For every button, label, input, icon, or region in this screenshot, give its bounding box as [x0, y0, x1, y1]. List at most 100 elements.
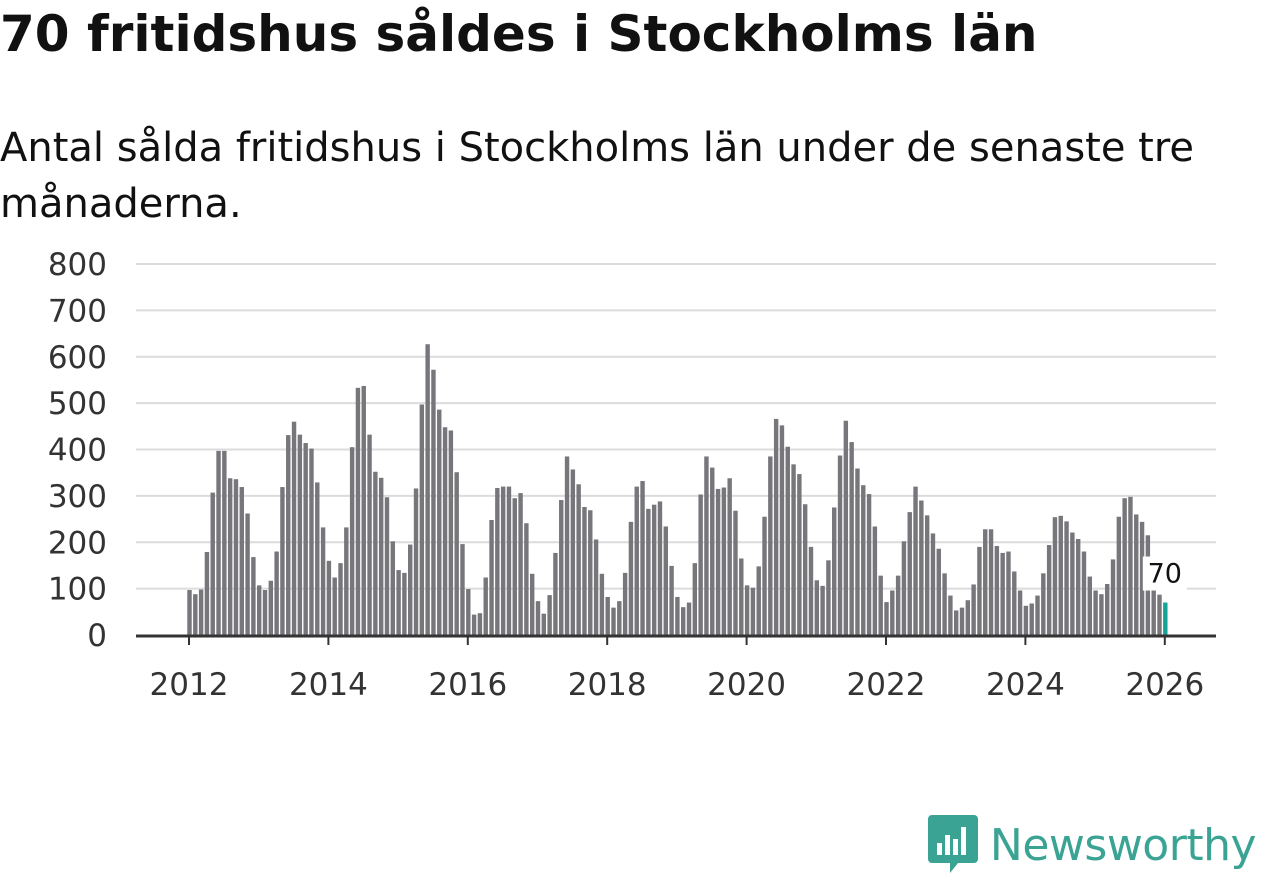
- bar: [315, 482, 320, 635]
- bar: [802, 504, 808, 635]
- bar: [1035, 595, 1040, 635]
- bar: [739, 558, 744, 635]
- bar: [518, 493, 523, 635]
- bar: [715, 488, 721, 635]
- highlight-value-label: 70: [1148, 559, 1182, 590]
- x-tick-label: 2012: [150, 667, 229, 703]
- bar: [924, 515, 930, 635]
- bar: [1134, 514, 1139, 635]
- bar: [710, 467, 715, 635]
- bar: [274, 551, 279, 635]
- bar: [535, 601, 541, 635]
- bar: [233, 479, 239, 635]
- bar: [895, 575, 901, 635]
- bar: [773, 418, 779, 635]
- bar: [1139, 521, 1145, 635]
- bar: [344, 527, 349, 635]
- bar: [489, 519, 494, 635]
- bar: [582, 507, 587, 635]
- bar: [355, 387, 361, 635]
- bar: [466, 589, 471, 635]
- bar: [1041, 573, 1046, 635]
- bar: [373, 471, 378, 635]
- bar: [256, 585, 262, 635]
- newsworthy-logo: Newsworthy: [927, 815, 1257, 875]
- bar: [1064, 521, 1069, 635]
- bar: [431, 369, 436, 635]
- x-tick-label: 2016: [428, 667, 507, 703]
- bar-highlight: [1163, 602, 1168, 635]
- bar: [785, 446, 790, 635]
- bar: [814, 580, 820, 635]
- bar: [1110, 559, 1116, 635]
- bar: [332, 577, 337, 635]
- bar: [384, 497, 390, 635]
- bars: [187, 344, 1168, 635]
- y-axis-ticks: 0 100 200 300 400 500 600 700 800: [48, 247, 107, 654]
- bar: [1006, 551, 1011, 635]
- x-tick-label: 2026: [1125, 667, 1204, 703]
- bar: [408, 544, 413, 635]
- x-tick-label: 2020: [707, 667, 786, 703]
- bar: [988, 529, 994, 635]
- x-tick-label: 2018: [568, 667, 647, 703]
- bar: [657, 501, 663, 635]
- bar: [425, 344, 430, 635]
- x-axis-ticks: 2012 2014 2016 2018 2020 2022 2024 2026: [150, 637, 1204, 703]
- bar: [959, 607, 965, 635]
- bar: [965, 600, 971, 635]
- bar: [762, 516, 767, 635]
- bar: [541, 613, 547, 635]
- bar: [1012, 571, 1017, 635]
- bar: [797, 474, 802, 635]
- bar: [1052, 517, 1058, 635]
- bar: [204, 551, 210, 635]
- bar: [570, 469, 576, 635]
- bar: [1116, 516, 1122, 635]
- bar: [303, 443, 308, 635]
- bar: [733, 510, 738, 635]
- bar: [826, 560, 831, 635]
- brand-name: Newsworthy: [989, 819, 1257, 871]
- bar: [1122, 498, 1127, 635]
- bar: [506, 486, 512, 635]
- bar: [936, 548, 941, 635]
- bar: [1128, 496, 1133, 635]
- bar: [646, 508, 651, 635]
- bar: [500, 486, 506, 635]
- bar: [1070, 532, 1075, 635]
- bar: [617, 601, 622, 635]
- bar: [756, 566, 761, 635]
- bar: [727, 478, 732, 635]
- bar: [413, 488, 419, 635]
- bar: [750, 587, 756, 635]
- bar: [553, 552, 558, 635]
- bar: [890, 590, 895, 635]
- bar: [1075, 539, 1081, 635]
- y-tick-label: 800: [48, 247, 107, 283]
- bar: [251, 557, 256, 635]
- bar: [692, 563, 698, 635]
- bar: [605, 596, 610, 635]
- bar: [361, 385, 366, 635]
- bar: [187, 590, 192, 635]
- bar: [529, 573, 535, 635]
- bar: [396, 570, 401, 635]
- bar: [651, 504, 657, 635]
- bar: [808, 546, 814, 635]
- bar: [419, 404, 425, 635]
- bar: [1151, 589, 1156, 635]
- y-tick-label: 200: [48, 525, 107, 561]
- bar: [855, 468, 860, 635]
- bar: [588, 510, 593, 635]
- bar: [744, 585, 750, 635]
- bar: [820, 585, 825, 635]
- bar: [477, 613, 483, 635]
- bar: [698, 494, 703, 635]
- bar: [495, 487, 500, 635]
- bar: [872, 526, 878, 635]
- bar: [227, 478, 233, 635]
- bar: [942, 573, 947, 635]
- bar: [977, 546, 982, 635]
